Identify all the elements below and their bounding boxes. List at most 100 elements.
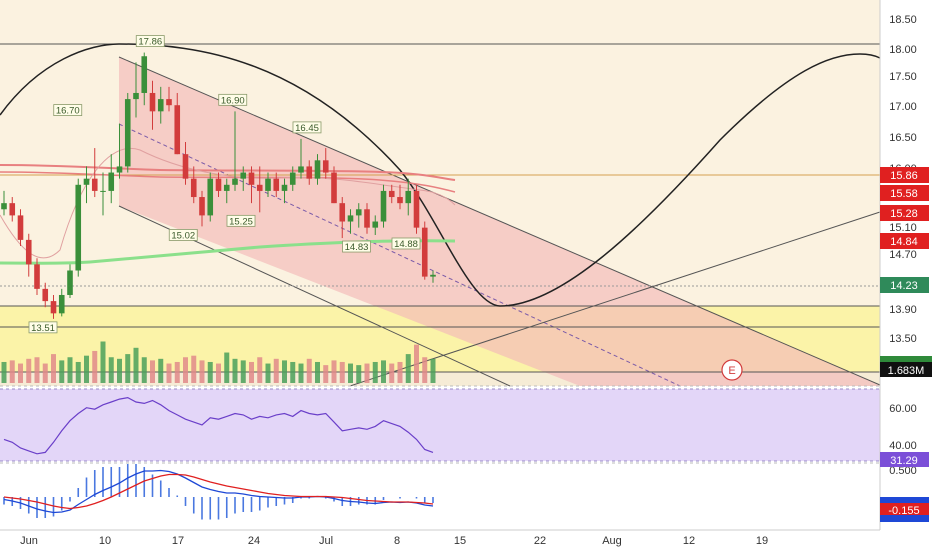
volume-flag	[880, 362, 932, 377]
earnings-marker[interactable]	[721, 359, 743, 381]
volume-bar	[273, 358, 279, 383]
candle-body	[306, 166, 313, 179]
volume-bar	[18, 363, 23, 383]
volume-bar	[9, 360, 15, 383]
macd-value-flag	[880, 503, 929, 517]
volume-bar	[315, 361, 320, 383]
candle-body	[430, 274, 436, 277]
candle-body	[25, 239, 32, 265]
candle-body	[215, 178, 222, 191]
volume-bar	[414, 344, 419, 383]
candle-body	[149, 92, 156, 112]
time-tick-label: 8	[394, 535, 400, 547]
candle-body	[248, 172, 255, 185]
price-flag-1484	[880, 233, 929, 249]
last-price-flag-label: 14.23	[890, 280, 918, 292]
price-tick-label: 13.90	[889, 304, 917, 316]
candle-body	[67, 270, 73, 295]
time-tick-label: 24	[248, 535, 260, 547]
candle-body	[58, 294, 65, 314]
price-tick-label: 13.50	[889, 333, 917, 345]
annotation-label: 15.02	[171, 230, 195, 241]
rsi-value-flag	[880, 452, 929, 467]
volume-bar	[133, 347, 139, 383]
candle-body	[199, 197, 205, 216]
candle-body	[133, 92, 139, 100]
annotation-label: 16.45	[295, 123, 319, 134]
time-axis[interactable]	[0, 530, 932, 550]
candle-body	[256, 184, 263, 191]
candle-body	[141, 56, 148, 93]
price-flag-1586-label: 15.86	[890, 170, 918, 182]
time-tick-label: 12	[683, 535, 695, 547]
price-flag-1586	[880, 167, 929, 183]
volume-bar	[67, 357, 73, 383]
candle-body	[157, 99, 164, 112]
annotation-box	[218, 93, 248, 106]
volume-bar	[191, 355, 197, 383]
macd-value-flag-label: -0.155	[888, 505, 919, 517]
candle-body	[124, 99, 131, 167]
candle-body	[1, 203, 7, 210]
volume-bar	[158, 358, 164, 383]
volume-bar	[232, 358, 238, 383]
ma-thin-line	[0, 148, 456, 259]
volume-flag-label: 1.683M	[888, 365, 925, 377]
volume-bar	[199, 360, 205, 383]
candle-body	[281, 184, 288, 191]
time-tick-label: 19	[756, 535, 768, 547]
candle-body	[83, 178, 90, 185]
candle-body	[298, 166, 304, 173]
rising-trendline	[349, 211, 881, 387]
annotation-label: 15.25	[229, 216, 253, 227]
rsi-line	[3, 396, 434, 455]
volume-bar	[42, 363, 48, 383]
volume-bar	[216, 363, 221, 383]
candle-body	[372, 221, 379, 228]
candle-body	[355, 209, 362, 216]
volume-bar	[84, 355, 89, 383]
candle-body	[388, 190, 395, 198]
price-flag-1528-label: 15.28	[890, 208, 918, 220]
candle-body	[232, 178, 238, 185]
candle-body	[182, 154, 189, 179]
annotation-box	[226, 214, 256, 227]
volume-bar	[100, 341, 106, 383]
signal-line	[3, 473, 434, 510]
candle-body	[322, 160, 329, 173]
volume-bar	[331, 360, 337, 383]
time-tick-label: 10	[99, 535, 111, 547]
time-tick-label: 15	[454, 535, 466, 547]
candle-body	[339, 203, 346, 222]
volume-bar	[249, 361, 254, 383]
candle-body	[17, 215, 24, 240]
candle-body	[166, 99, 172, 106]
volume-bar	[364, 363, 370, 383]
candle-body	[240, 172, 247, 179]
candle-body	[347, 215, 354, 222]
candle-body	[207, 178, 214, 216]
volume-bar	[306, 358, 312, 383]
time-tick-label: Jul	[319, 535, 333, 547]
volume-bar	[75, 361, 81, 383]
annotation-label: 16.90	[221, 95, 245, 106]
annotation-box	[292, 121, 322, 134]
volume-bar	[298, 363, 304, 383]
candle-body	[421, 227, 428, 277]
candle-body	[223, 184, 230, 191]
price-axis-ticks: 18.5018.0017.5017.0016.5016.0015.1014.70…	[889, 14, 917, 477]
price-tick-label: 17.00	[889, 101, 917, 113]
macd-flag-blue-bottom	[880, 515, 929, 522]
earnings-marker-label: E	[728, 365, 735, 377]
candle-body	[405, 190, 412, 204]
volume-bar	[166, 363, 172, 383]
volume-bar	[282, 360, 287, 383]
candle-body	[174, 105, 181, 155]
macd-line	[3, 469, 434, 514]
price-tick-label: 18.00	[889, 44, 917, 56]
time-tick-label: Jun	[20, 535, 38, 547]
volume-bars	[1, 341, 436, 383]
rsi-value-flag-label: 31.29	[890, 455, 918, 467]
